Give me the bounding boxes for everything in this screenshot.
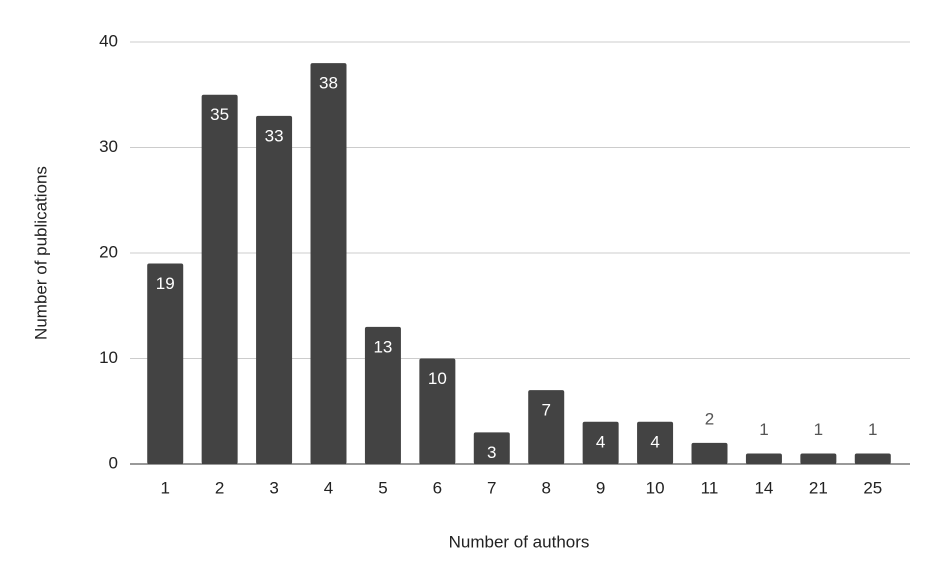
y-tick-label: 30 — [99, 137, 118, 156]
x-tick-label: 25 — [863, 478, 882, 497]
y-tick-label: 0 — [109, 453, 118, 472]
bar — [473, 432, 510, 464]
bar — [201, 94, 238, 464]
y-tick-label: 20 — [99, 242, 118, 261]
bar — [637, 421, 674, 464]
data-label: 10 — [428, 369, 447, 388]
data-label: 13 — [373, 337, 392, 356]
x-tick-label: 10 — [646, 478, 665, 497]
x-tick-label: 14 — [754, 478, 773, 497]
bar — [147, 263, 184, 464]
x-tick-label: 7 — [487, 478, 496, 497]
data-label: 3 — [487, 443, 496, 462]
bar — [691, 442, 728, 464]
bar — [528, 390, 565, 464]
bar — [256, 115, 293, 464]
x-tick-label: 21 — [809, 478, 828, 497]
data-label: 35 — [210, 105, 229, 124]
data-label: 38 — [319, 74, 338, 93]
data-label: 33 — [265, 126, 284, 145]
x-axis-title: Number of authors — [449, 532, 590, 551]
data-label: 7 — [541, 401, 550, 420]
bar — [310, 63, 347, 464]
x-tick-label: 9 — [596, 478, 605, 497]
x-tick-label: 11 — [701, 478, 719, 497]
x-tick-label: 4 — [324, 478, 333, 497]
bar — [745, 453, 782, 464]
x-tick-label: 1 — [160, 478, 169, 497]
data-label: 2 — [705, 409, 714, 428]
data-label: 1 — [868, 420, 877, 439]
bar — [419, 358, 456, 464]
x-tick-label: 5 — [378, 478, 387, 497]
bar — [800, 453, 837, 464]
x-tick-label: 2 — [215, 478, 224, 497]
x-tick-label: 6 — [433, 478, 442, 497]
y-tick-label: 40 — [99, 31, 118, 50]
data-label: 1 — [814, 420, 823, 439]
data-label: 4 — [596, 432, 605, 451]
bar — [582, 421, 619, 464]
x-tick-label: 3 — [269, 478, 278, 497]
bar — [364, 326, 401, 464]
data-label: 4 — [650, 432, 659, 451]
x-tick-label: 8 — [541, 478, 550, 497]
y-tick-label: 10 — [99, 348, 118, 367]
bar — [854, 453, 891, 464]
data-label: 1 — [759, 420, 768, 439]
data-label: 19 — [156, 274, 175, 293]
y-axis-title: Number of publications — [31, 166, 50, 340]
